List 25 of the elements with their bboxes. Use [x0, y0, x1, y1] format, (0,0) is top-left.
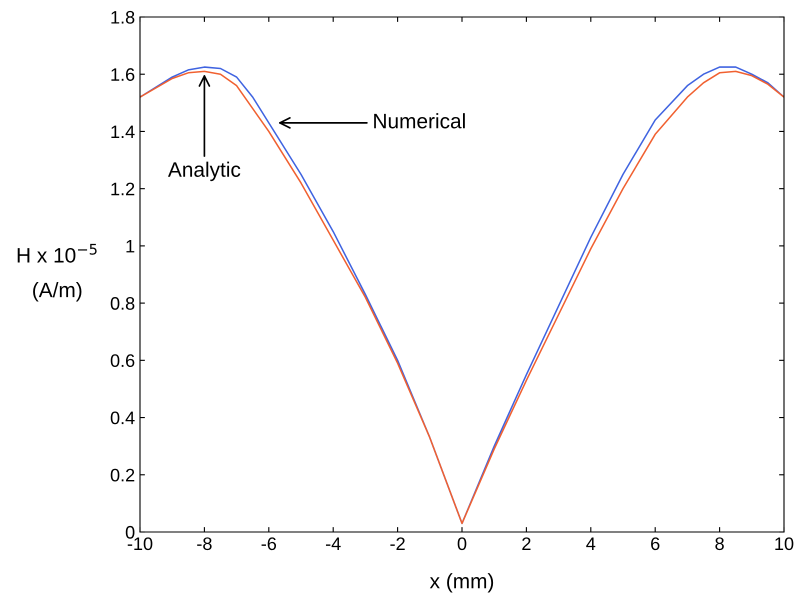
x-tick-label: -10 — [128, 537, 152, 550]
y-tick-label: 0.8 — [110, 297, 134, 310]
y-tick-label: 1.2 — [111, 182, 134, 196]
x-tick-label: 10 — [775, 537, 794, 550]
y-tick-label: 1 — [126, 240, 134, 252]
y-tick-label: 0.2 — [110, 468, 134, 482]
x-tick-label: -2 — [390, 537, 405, 550]
annotation: Numerical — [374, 113, 465, 128]
x-tick-label: 8 — [715, 537, 724, 550]
x-axis-title: x (mm) — [430, 573, 494, 593]
x-tick-label: -4 — [326, 538, 341, 550]
x-tick-label: 2 — [522, 537, 531, 550]
y-tick-label: 1.8 — [111, 10, 134, 24]
y-tick-label: 1.6 — [111, 68, 134, 81]
y-tick-label: 0.4 — [110, 411, 135, 424]
x-tick-label: -6 — [262, 537, 276, 550]
y-tick-label: 0.6 — [110, 354, 134, 368]
x-tick-label: 6 — [651, 537, 660, 550]
x-tick-label: 4 — [586, 538, 596, 550]
text: H x 10$^{−5}$ (A/m) — [18, 244, 97, 302]
y-tick-label: 0 — [126, 526, 134, 539]
y-tick-label: 1.4 — [111, 126, 135, 138]
x-tick-label: -8 — [197, 537, 212, 550]
x-tick-label: 0 — [458, 537, 466, 550]
annotation: Analytic — [168, 162, 240, 182]
